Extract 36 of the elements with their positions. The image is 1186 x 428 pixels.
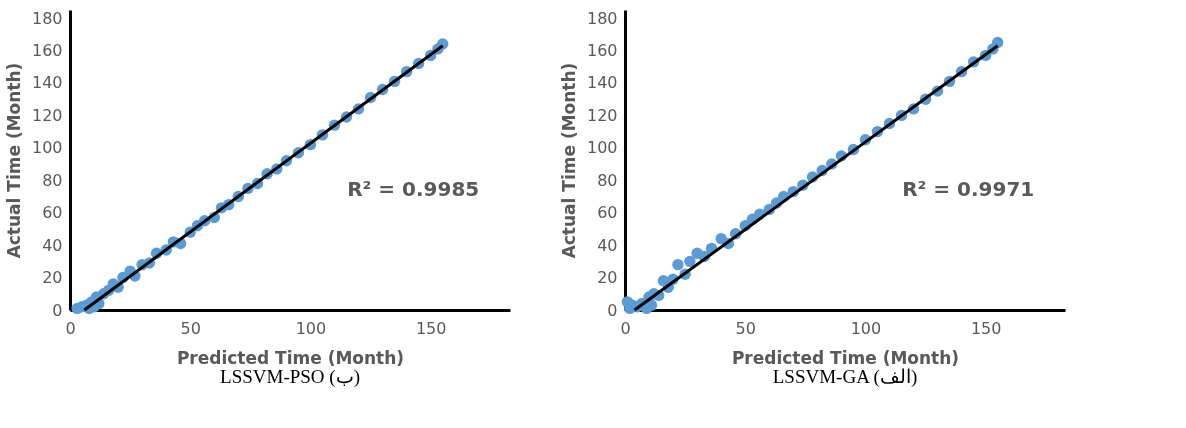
x-tick-label: 0: [65, 318, 76, 338]
x-tick-label: 100: [295, 318, 327, 338]
y-tick-label: 120: [586, 105, 618, 125]
x-tick-label: 150: [970, 318, 1002, 338]
x-tick-label: 0: [620, 318, 631, 338]
y-tick-label: 100: [586, 138, 618, 158]
y-tick-label: 40: [42, 235, 63, 255]
y-tick-label: 140: [31, 73, 63, 93]
x-tick-label: 100: [850, 318, 882, 338]
y-axis-title: Actual Time (Month): [558, 62, 579, 259]
y-tick-label: 60: [597, 203, 618, 223]
y-tick-label: 100: [31, 138, 63, 158]
annotation: R² = 0.9985: [347, 177, 480, 201]
text: LSSVM-PSO (ب): [220, 366, 360, 388]
y-tick-label: 140: [586, 73, 618, 93]
y-tick-label: 160: [31, 41, 63, 61]
x-tick-label: 50: [180, 318, 201, 338]
text: LSSVM-GA (الف): [772, 366, 918, 388]
y-tick-label: 20: [42, 268, 63, 288]
y-tick-label: 0: [607, 300, 618, 320]
x-tick-label: 50: [735, 318, 756, 338]
y-tick-label: 180: [31, 8, 63, 28]
y-tick-label: 180: [586, 8, 618, 28]
x-tick-label: 150: [415, 318, 447, 338]
x-axis-title: Predicted Time (Month): [731, 347, 960, 368]
y-tick-label: 0: [52, 300, 63, 320]
y-tick-label: 60: [42, 203, 63, 223]
x-axis-title: Predicted Time (Month): [176, 347, 405, 368]
y-tick-label: 120: [31, 105, 63, 125]
y-axis-title: Actual Time (Month): [3, 62, 24, 259]
y-tick-label: 20: [597, 268, 618, 288]
annotation: R² = 0.9971: [902, 177, 1035, 201]
y-tick-label: 80: [597, 170, 618, 190]
y-tick-label: 160: [586, 41, 618, 61]
y-tick-label: 80: [42, 170, 63, 190]
y-tick-label: 40: [597, 235, 618, 255]
